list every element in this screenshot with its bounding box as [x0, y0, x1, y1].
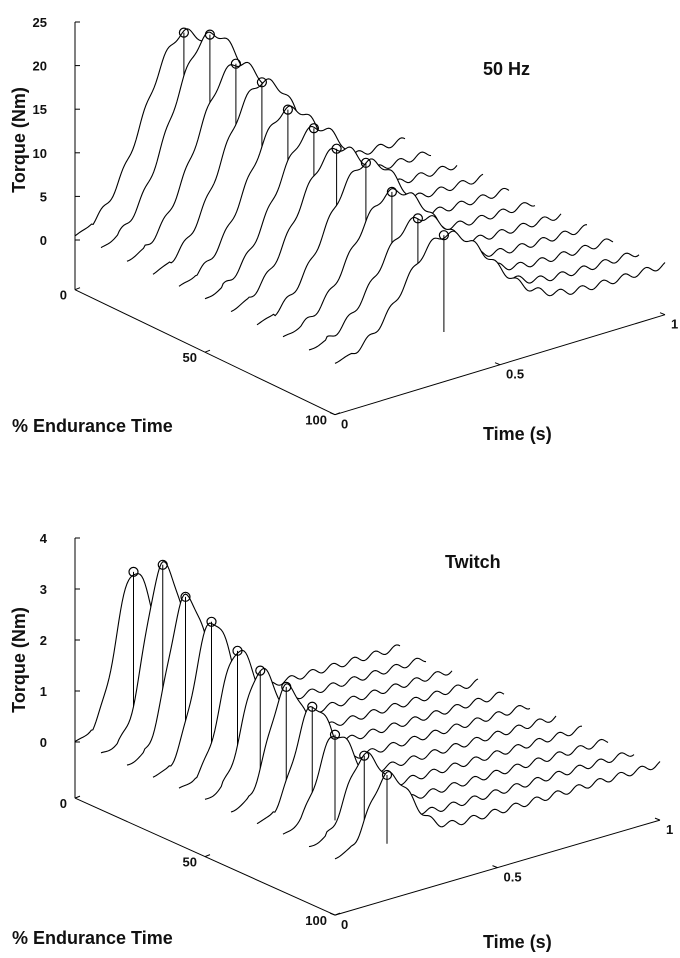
- y-tick-label: 15: [33, 102, 47, 117]
- x-tick: [494, 362, 501, 366]
- peak-marker: [230, 58, 241, 69]
- x-tick: [659, 312, 666, 316]
- peak-marker: [329, 729, 341, 740]
- x-tick-label: 0.5: [504, 870, 522, 885]
- trace: [204, 667, 531, 800]
- trace: [256, 705, 583, 825]
- y-tick-label: 20: [33, 59, 47, 74]
- y-tick-label: 0: [40, 735, 47, 750]
- y-tick-label: 3: [40, 582, 47, 597]
- trace: [230, 683, 557, 813]
- z-tick: [334, 412, 341, 416]
- y-tick-label: 25: [33, 15, 47, 30]
- y-axis-label: Torque (Nm): [9, 87, 29, 193]
- x-tick-label: 0: [341, 917, 348, 932]
- y-tick-label: 1: [40, 684, 47, 699]
- trace: [334, 761, 661, 860]
- peak-marker: [308, 123, 319, 134]
- z-tick-label: 100: [305, 913, 327, 928]
- y-tick-label: 0: [40, 233, 47, 248]
- z-axis-label: % Endurance Time: [12, 416, 173, 436]
- peak-marker: [255, 665, 266, 676]
- z-tick: [204, 854, 211, 858]
- trace: [282, 736, 609, 835]
- z-axis-label: % Endurance Time: [12, 928, 173, 948]
- x-axis-label: Time (s): [483, 424, 552, 444]
- x-tick-label: 1: [666, 822, 673, 837]
- trace: [334, 230, 666, 364]
- z-tick: [204, 349, 211, 353]
- z-tick-label: 0: [60, 288, 67, 303]
- x-tick: [329, 912, 336, 916]
- x-tick-label: 1: [671, 317, 678, 332]
- z-tick-label: 50: [183, 350, 197, 365]
- peak-marker: [307, 701, 318, 712]
- peak-marker: [128, 566, 139, 578]
- x-axis-label: Time (s): [483, 932, 552, 952]
- z-tick: [334, 912, 341, 916]
- y-axis-label: Torque (Nm): [9, 607, 29, 713]
- annotation: Twitch: [445, 552, 501, 572]
- z-tick-label: 100: [305, 413, 327, 428]
- x-tick: [329, 412, 336, 416]
- x-tick-label: 0.5: [506, 367, 524, 382]
- peak-marker: [282, 104, 293, 115]
- peak-marker: [386, 186, 397, 197]
- peak-marker: [206, 616, 217, 627]
- peak-marker: [360, 157, 371, 168]
- peak-marker: [438, 230, 449, 241]
- peak-marker: [381, 769, 393, 781]
- y-tick-label: 5: [40, 189, 47, 204]
- peak-marker: [157, 559, 168, 570]
- peak-marker: [359, 750, 370, 761]
- peak-marker: [180, 591, 191, 602]
- x-tick: [654, 817, 661, 821]
- z-tick-label: 0: [60, 796, 67, 811]
- peak-marker: [281, 681, 292, 693]
- trace-occluder: [335, 761, 660, 916]
- z-tick: [74, 795, 81, 799]
- x-tick: [492, 865, 498, 869]
- trace: [308, 751, 635, 848]
- trace-occluder: [335, 231, 665, 415]
- peak-marker: [178, 27, 189, 38]
- y-tick-label: 4: [40, 531, 48, 546]
- peak-marker: [232, 645, 243, 656]
- x-tick-label: 0: [341, 417, 348, 432]
- y-tick-label: 10: [33, 146, 47, 161]
- z-tick: [74, 287, 81, 291]
- peak-marker: [331, 143, 342, 154]
- peak-marker: [256, 77, 267, 88]
- peak-marker: [204, 29, 215, 40]
- peak-marker: [412, 213, 423, 224]
- z-tick-label: 50: [183, 855, 197, 870]
- y-tick-label: 2: [40, 633, 47, 648]
- annotation: 50 Hz: [483, 59, 530, 79]
